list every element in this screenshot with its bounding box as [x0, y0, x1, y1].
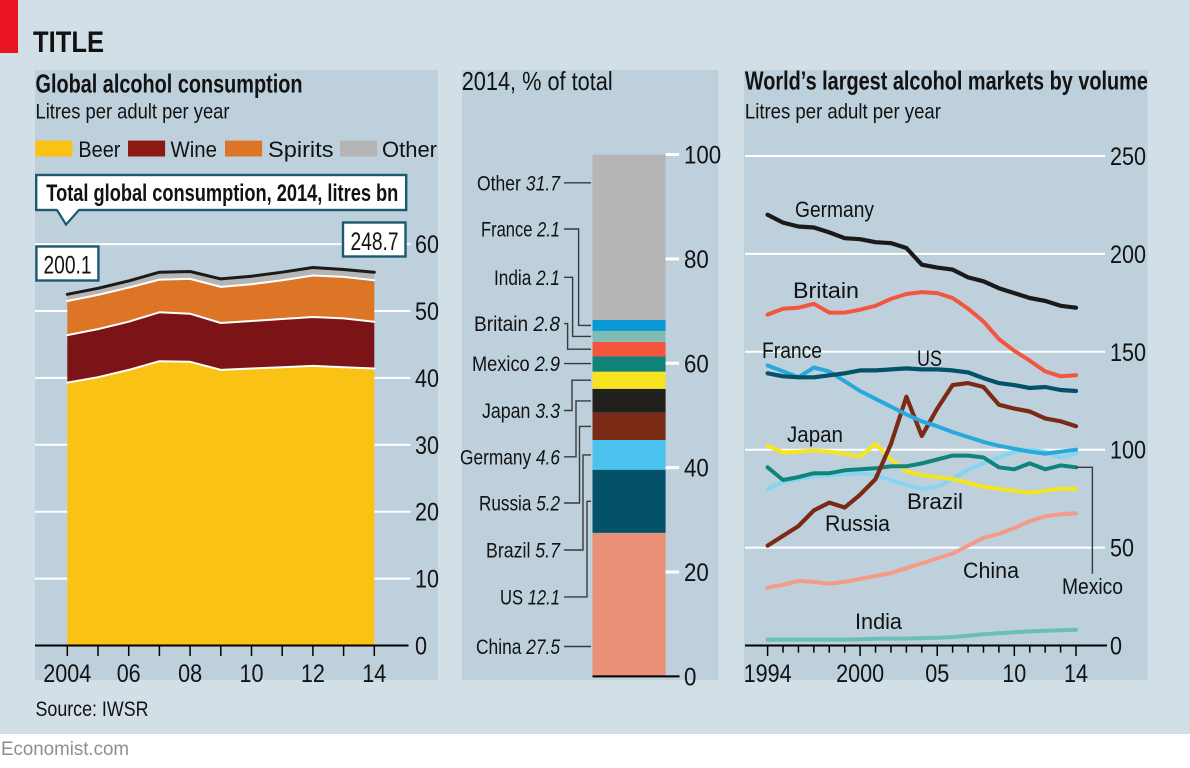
svg-text:Litres per adult per year: Litres per adult per year	[745, 100, 941, 124]
svg-text:Litres per adult per year: Litres per adult per year	[36, 100, 230, 124]
svg-text:50: 50	[1110, 535, 1134, 563]
svg-text:06: 06	[117, 660, 141, 688]
svg-text:3.3: 3.3	[535, 400, 560, 423]
svg-text:100: 100	[1110, 437, 1146, 465]
svg-text:Japan: Japan	[482, 400, 530, 423]
svg-text:27.5: 27.5	[525, 636, 560, 659]
svg-text:Other: Other	[382, 137, 437, 162]
svg-text:4.6: 4.6	[536, 446, 560, 469]
svg-text:US: US	[917, 346, 942, 371]
svg-text:150: 150	[1110, 339, 1146, 367]
svg-text:0: 0	[415, 633, 427, 661]
svg-text:Russia: Russia	[479, 493, 532, 516]
svg-text:05: 05	[925, 660, 949, 688]
svg-text:1994: 1994	[744, 660, 792, 688]
svg-text:248.7: 248.7	[351, 228, 399, 256]
svg-text:80: 80	[684, 246, 709, 274]
svg-text:TITLE: TITLE	[33, 26, 104, 59]
svg-text:Germany: Germany	[460, 446, 532, 469]
svg-text:China: China	[963, 558, 1020, 583]
svg-text:Source: IWSR: Source: IWSR	[36, 698, 149, 721]
svg-text:60: 60	[684, 350, 709, 378]
svg-text:250: 250	[1110, 143, 1146, 171]
svg-text:India: India	[855, 609, 903, 634]
svg-text:30: 30	[415, 432, 439, 460]
svg-text:10: 10	[240, 660, 264, 688]
svg-text:200.1: 200.1	[44, 251, 92, 279]
svg-text:20: 20	[415, 499, 439, 527]
svg-text:2.1: 2.1	[536, 219, 560, 242]
svg-text:12.1: 12.1	[528, 586, 560, 609]
svg-text:Mexico: Mexico	[1062, 574, 1123, 599]
svg-text:60: 60	[415, 231, 439, 259]
svg-text:China: China	[476, 636, 522, 659]
svg-text:50: 50	[415, 298, 439, 326]
svg-text:Britain: Britain	[793, 278, 859, 303]
svg-text:2014, % of total: 2014, % of total	[462, 66, 613, 96]
svg-text:Brazil: Brazil	[486, 540, 530, 563]
svg-text:Germany: Germany	[795, 197, 874, 222]
svg-text:200: 200	[1110, 241, 1146, 269]
svg-text:20: 20	[684, 559, 709, 587]
svg-text:2.1: 2.1	[535, 267, 560, 290]
svg-text:Japan: Japan	[787, 422, 843, 447]
svg-text:40: 40	[684, 455, 709, 483]
svg-text:10: 10	[1002, 660, 1026, 688]
svg-text:Spirits: Spirits	[268, 137, 334, 162]
svg-text:Britain: Britain	[474, 313, 528, 336]
svg-text:2000: 2000	[836, 660, 884, 688]
svg-text:08: 08	[178, 660, 202, 688]
svg-text:0: 0	[684, 663, 696, 691]
svg-text:Beer: Beer	[78, 137, 120, 162]
svg-text:5.2: 5.2	[536, 493, 560, 516]
svg-text:US: US	[500, 586, 523, 609]
svg-text:40: 40	[415, 365, 439, 393]
svg-text:India: India	[494, 267, 532, 290]
svg-text:2.9: 2.9	[534, 353, 560, 376]
svg-text:Wine: Wine	[171, 137, 218, 162]
svg-text:14: 14	[1064, 660, 1088, 688]
svg-text:France: France	[481, 219, 532, 242]
svg-text:France: France	[762, 338, 822, 363]
svg-text:Global alcohol consumption: Global alcohol consumption	[36, 68, 303, 98]
svg-text:Other: Other	[477, 172, 521, 195]
svg-text:10: 10	[415, 566, 439, 594]
svg-text:Total global consumption, 2014: Total global consumption, 2014, litres b…	[46, 180, 398, 207]
svg-text:Mexico: Mexico	[472, 353, 530, 376]
svg-text:World’s largest alcohol market: World’s largest alcohol markets by volum…	[745, 66, 1148, 96]
svg-text:100: 100	[684, 142, 721, 170]
svg-text:2.8: 2.8	[533, 313, 561, 336]
svg-text:Economist.com: Economist.com	[1, 738, 129, 760]
svg-text:Brazil: Brazil	[907, 489, 963, 514]
svg-text:14: 14	[362, 660, 386, 688]
svg-text:2004: 2004	[43, 660, 91, 688]
svg-text:12: 12	[301, 660, 325, 688]
svg-text:Russia: Russia	[825, 511, 891, 536]
svg-text:0: 0	[1110, 633, 1122, 661]
svg-text:5.7: 5.7	[535, 540, 561, 563]
svg-text:31.7: 31.7	[526, 172, 561, 195]
